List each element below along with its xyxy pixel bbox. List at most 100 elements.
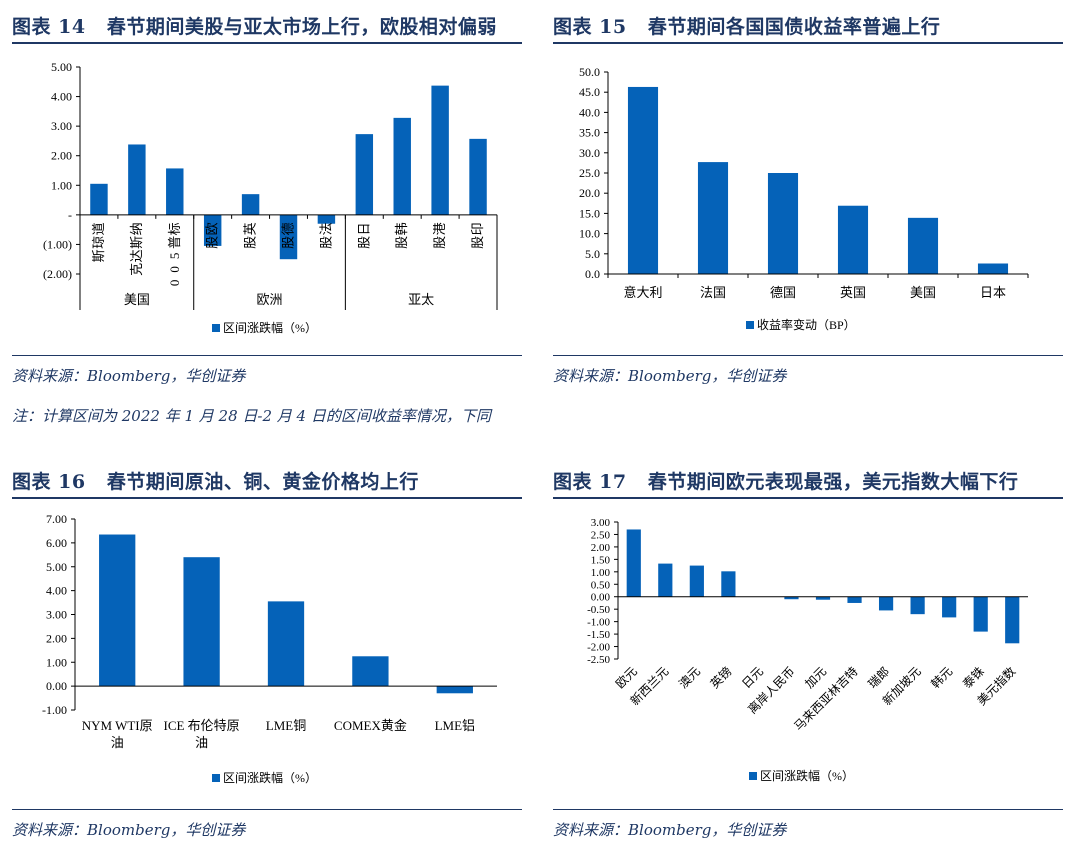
y-tick-label: 0.00 [46, 679, 67, 693]
chart17-title: 图表 17 春节期间欧元表现最强，美元指数大幅下行 [553, 471, 1019, 493]
chart14-svg: 5.004.003.002.001.00-(1.00)(2.00)道琼斯纳斯达克… [43, 60, 498, 335]
bar-离岸人民币 [784, 596, 799, 600]
legend-swatch [749, 772, 757, 780]
x-tick-label-char: 股 [205, 236, 220, 249]
chart15-svg: 50.0 45.0 40.0 35.0 30.0 25.0 20.0 15.0 10.0 5.0 0… [579, 65, 1029, 332]
chart16-top-rule [12, 497, 522, 499]
chart14-top-rule [12, 42, 522, 44]
bar-LME铜 [267, 601, 305, 687]
y-tick-label: 7.00 [46, 512, 67, 526]
y-tick-label: 0.00 [591, 592, 611, 604]
legend-swatch [212, 774, 220, 782]
y-tick-label: 5.00 [46, 560, 67, 574]
x-tick-label: 欧元 [613, 664, 640, 691]
y-tick-label: 0.0 [585, 267, 600, 281]
x-tick-label-char: 股 [281, 236, 296, 249]
chart16-svg: 7.00 6.00 5.00 4.00 3.00 2.00 1.00 0.00 -1.00 NYM… [42, 512, 497, 785]
bar-港股 [431, 85, 449, 215]
chart14-source: 资料来源：Bloomberg，华创证券 [12, 367, 246, 385]
bar-新加坡元 [910, 596, 925, 615]
legend-swatch [212, 324, 220, 332]
x-tick-label: 加元 [802, 664, 829, 691]
bar-法股 [317, 214, 336, 224]
bar-新西兰元 [658, 563, 673, 597]
x-tick-label-char: 标 [167, 222, 182, 235]
chart16-source: 资料来源：Bloomberg，华创证券 [12, 821, 246, 839]
x-tick-label-char: 法 [318, 222, 333, 235]
y-tick-label: 5.00 [51, 60, 72, 74]
legend-label: 收益率变动（BP） [757, 317, 856, 332]
group-label-欧洲: 欧洲 [257, 292, 283, 307]
bar-马来西亚林吉特 [847, 596, 862, 603]
y-tick-label: 20.0 [579, 186, 600, 200]
chart17-top-rule [553, 497, 1063, 499]
bar-COMEX黄金 [352, 656, 389, 687]
bar-澳元 [689, 565, 704, 597]
y-tick-label: 2.50 [591, 529, 611, 541]
y-tick-label: 30.0 [579, 146, 600, 160]
bar-英国 [837, 205, 869, 274]
x-tick-label: COMEX黄金 [334, 718, 407, 733]
y-tick-label: 5.0 [585, 247, 600, 261]
x-tick-label-char: 韩 [394, 222, 409, 235]
bar-韩股 [393, 117, 411, 215]
bar-加元 [815, 596, 831, 600]
x-tick-label: LME铝 [435, 718, 475, 733]
y-tick-label: 3.00 [591, 517, 611, 529]
x-tick-label-char: 股 [394, 236, 409, 249]
bar-日股 [355, 134, 374, 215]
bar-英股 [241, 194, 260, 215]
bar-德国 [767, 173, 799, 274]
x-tick-label: 美国 [910, 285, 936, 300]
y-tick-label: 4.00 [46, 584, 67, 598]
x-tick-label: NYM WTI原 [82, 718, 153, 733]
y-tick-label: 0.50 [591, 579, 611, 591]
x-tick-label-char: 达 [129, 249, 144, 262]
x-tick-label-char: 股 [470, 236, 485, 249]
bar-纳斯达克 [128, 144, 146, 215]
y-tick-label: (2.00) [43, 267, 72, 281]
panel-chart15: 图表 15 春节期间各国国债收益率普遍上行 50.0 45.0 40.0 35.0 30… [553, 12, 1063, 392]
y-tick-label: 35.0 [579, 126, 600, 140]
legend-swatch [746, 321, 754, 329]
y-tick-label: 25.0 [579, 166, 600, 180]
y-tick-label: -1.50 [587, 629, 610, 641]
x-tick-label-char: 股 [432, 236, 447, 249]
bar-LME铝 [436, 686, 473, 694]
bar-法国 [697, 162, 729, 274]
group-label-美国: 美国 [124, 292, 150, 307]
bar-NYM WTI原油 [99, 534, 136, 687]
y-tick-label: 50.0 [579, 65, 600, 79]
y-tick-label: 45.0 [579, 85, 600, 99]
bar-标普500 [166, 168, 184, 215]
bar-印股 [469, 138, 487, 215]
chart15-bottom-rule [553, 355, 1063, 356]
bar-瑞郎 [878, 596, 894, 611]
bar-泰铢 [973, 596, 988, 632]
bar-德股 [279, 214, 298, 260]
x-tick-label-char: 5 [167, 253, 182, 260]
x-tick-label-char: 英 [243, 222, 258, 235]
legend-label: 区间涨跌幅（%） [760, 768, 854, 783]
x-tick-label-char: 印 [470, 222, 485, 235]
bar-ICE 布伦特原油 [183, 557, 220, 687]
bar-美国 [907, 217, 939, 274]
group-label-亚太: 亚太 [408, 292, 434, 307]
bar-道琼斯 [90, 183, 108, 215]
x-tick-label: 英镑 [707, 664, 735, 692]
chart17-source: 资料来源：Bloomberg，华创证券 [553, 821, 787, 839]
y-tick-label: -2.00 [587, 642, 610, 654]
x-tick-label-char: 斯 [129, 236, 144, 249]
y-tick-label: 1.00 [46, 655, 67, 669]
y-tick-label: -2.50 [587, 654, 610, 666]
x-tick-label-char: 股 [356, 236, 371, 249]
y-tick-label: 3.00 [46, 608, 67, 622]
y-tick-label: -1.00 [587, 617, 610, 629]
x-tick-label: 德国 [770, 285, 796, 300]
y-tick-label: 2.00 [46, 631, 67, 645]
x-tick-label-char: 德 [281, 222, 296, 235]
bar-日本 [977, 263, 1009, 274]
calculation-note: 注：计算区间为 2022 年 1 月 28 日-2 月 4 日的区间收益率情况，… [12, 407, 491, 425]
chart17-svg: 3.002.502.001.501.000.500.00-0.50-1.00-1… [587, 517, 1028, 783]
x-tick-label: 韩元 [928, 664, 956, 692]
